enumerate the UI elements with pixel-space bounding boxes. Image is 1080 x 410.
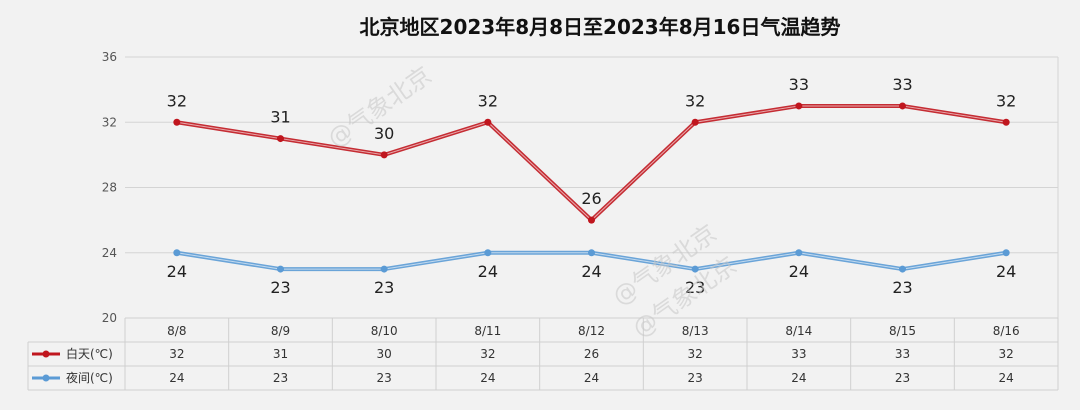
y-tick-label: 36 bbox=[102, 50, 117, 64]
data-point bbox=[1002, 118, 1010, 126]
series-lines bbox=[173, 102, 1010, 273]
data-point bbox=[795, 102, 803, 110]
table-value-cell: 23 bbox=[273, 371, 288, 385]
data-label: 24 bbox=[478, 262, 498, 281]
table-value-cell: 32 bbox=[688, 347, 703, 361]
y-axis-ticks: 20 24 28 32 36 bbox=[102, 50, 117, 325]
data-point bbox=[484, 249, 492, 257]
data-label: 24 bbox=[167, 262, 187, 281]
data-label: 23 bbox=[374, 278, 394, 297]
table-value-cell: 24 bbox=[584, 371, 599, 385]
data-label: 31 bbox=[270, 108, 290, 127]
table-value-cell: 23 bbox=[895, 371, 910, 385]
data-label: 32 bbox=[685, 91, 705, 110]
category-label: 8/16 bbox=[993, 324, 1020, 338]
data-point bbox=[588, 216, 595, 224]
data-label: 24 bbox=[789, 262, 809, 281]
data-labels: 32 31 30 32 26 32 33 33 32 24 23 23 24 24 23 24 23 24 bbox=[167, 75, 1017, 297]
data-point bbox=[1002, 249, 1010, 257]
table-value-cell: 30 bbox=[377, 347, 392, 361]
legend-label: 夜间(℃) bbox=[66, 370, 113, 385]
y-tick-label: 24 bbox=[102, 246, 117, 260]
data-label: 23 bbox=[685, 278, 705, 297]
y-tick-label: 20 bbox=[102, 311, 117, 325]
table-value-cell: 23 bbox=[688, 371, 703, 385]
table-value-cell: 24 bbox=[791, 371, 806, 385]
data-point bbox=[588, 249, 595, 257]
y-tick-label: 28 bbox=[102, 181, 117, 195]
table-value-cell: 33 bbox=[791, 347, 806, 361]
table-value-cell: 31 bbox=[273, 347, 288, 361]
data-label: 24 bbox=[581, 262, 601, 281]
table-value-cell: 26 bbox=[584, 347, 599, 361]
data-point bbox=[691, 265, 699, 273]
data-label: 32 bbox=[478, 91, 498, 110]
data-point bbox=[380, 265, 388, 273]
data-point bbox=[173, 249, 181, 257]
category-label: 8/13 bbox=[682, 324, 709, 338]
data-label: 32 bbox=[996, 91, 1016, 110]
category-label: 8/8 bbox=[167, 324, 186, 338]
data-point bbox=[277, 135, 284, 143]
legend-swatch-marker bbox=[42, 350, 50, 358]
table-value-cell: 24 bbox=[169, 371, 184, 385]
data-point bbox=[380, 151, 388, 159]
table-value-cell: 23 bbox=[377, 371, 392, 385]
data-label: 32 bbox=[167, 91, 187, 110]
data-point bbox=[795, 249, 803, 257]
data-point bbox=[173, 118, 181, 126]
y-tick-label: 32 bbox=[102, 115, 117, 129]
data-point bbox=[899, 102, 906, 110]
data-label: 33 bbox=[789, 75, 809, 94]
table-value-cell: 32 bbox=[169, 347, 184, 361]
category-label: 8/15 bbox=[889, 324, 916, 338]
data-label: 23 bbox=[892, 278, 912, 297]
legend-swatch-marker bbox=[42, 374, 50, 382]
data-label: 23 bbox=[270, 278, 290, 297]
data-label: 26 bbox=[581, 189, 601, 208]
table-value-cell: 24 bbox=[999, 371, 1014, 385]
data-label: 30 bbox=[374, 124, 394, 143]
category-label: 8/11 bbox=[474, 324, 501, 338]
table-value-cell: 24 bbox=[480, 371, 495, 385]
data-label: 24 bbox=[996, 262, 1016, 281]
category-label: 8/10 bbox=[371, 324, 398, 338]
data-point bbox=[277, 265, 284, 273]
data-point bbox=[899, 265, 906, 273]
data-point bbox=[691, 118, 699, 126]
table-value-cell: 32 bbox=[480, 347, 495, 361]
legend-label: 白天(℃) bbox=[66, 346, 113, 361]
chart-title: 北京地区2023年8月8日至2023年8月16日气温趋势 bbox=[360, 15, 841, 39]
category-label: 8/14 bbox=[785, 324, 812, 338]
data-point bbox=[484, 118, 492, 126]
table-value-cell: 32 bbox=[999, 347, 1014, 361]
category-label: 8/9 bbox=[271, 324, 290, 338]
category-label: 8/12 bbox=[578, 324, 605, 338]
table-value-cell: 33 bbox=[895, 347, 910, 361]
data-label: 33 bbox=[892, 75, 912, 94]
data-table: 8/8 8/9 8/10 8/11 8/12 8/13 8/14 8/15 8/16 白天(℃) 3… bbox=[27, 317, 1059, 391]
